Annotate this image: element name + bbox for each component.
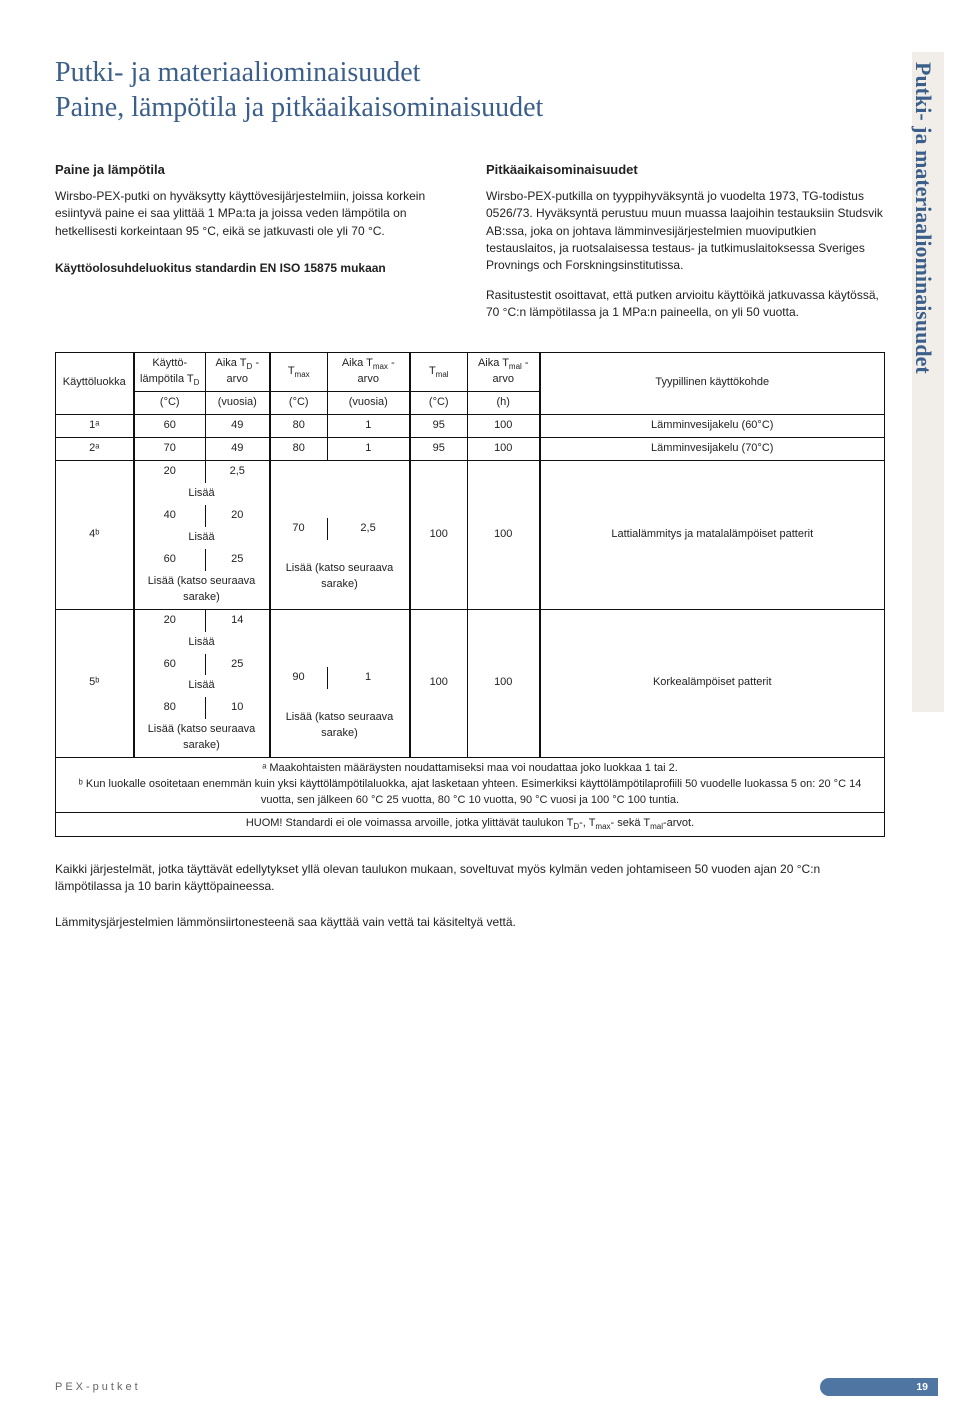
huom-row: HUOM! Standardi ei ole voimassa arvoille… [56, 813, 885, 837]
title-line-1: Putki- ja materiaaliominaisuudet [55, 57, 420, 88]
table-head: Käyttöluokka Käyttö-lämpötila TD Aika TD… [56, 352, 885, 415]
right-heading: Pitkäaikaisominaisuudet [486, 161, 883, 180]
classification-table: Käyttöluokka Käyttö-lämpötila TD Aika TD… [55, 352, 885, 837]
col-left: Paine ja lämpötila Wirsbo-PEX-putki on h… [55, 161, 452, 334]
footnote-row: ᵃ Maakohtaisten määräysten noudattamisek… [56, 758, 885, 813]
u3: (°C) [270, 392, 328, 415]
u2: (vuosia) [206, 392, 270, 415]
th-td-time: Aika TD -arvo [206, 352, 270, 392]
u6: (h) [468, 392, 540, 415]
left-heading: Paine ja lämpötila [55, 161, 452, 180]
left-p1: Wirsbo-PEX-putki on hyväksytty käyttöves… [55, 188, 452, 240]
body-columns: Paine ja lämpötila Wirsbo-PEX-putki on h… [55, 161, 905, 334]
table-row: 1ᵃ 60 49 80 1 95 100 Lämminvesijakelu (6… [56, 415, 885, 438]
th-use: Tyypillinen käyttökohde [540, 352, 885, 415]
huom-label: HUOM! [246, 817, 283, 829]
nested-4b: 702,5 Lisää (katso seuraava sarake) [271, 473, 409, 596]
footer: PEX-putket 19 [55, 1378, 938, 1396]
huom-text: Standardi ei ole voimassa arvoille, jotk… [283, 817, 574, 829]
th-tmal-time: Aika Tmal -arvo [468, 352, 540, 392]
table-row: 4ᵇ 202,5 Lisää 4020 Lisää 6025 Lisää (ka… [56, 461, 885, 610]
below-p1: Kaikki järjestelmät, jotka täyttävät ede… [55, 861, 885, 896]
page-title: Putki- ja materiaaliominaisuudet Paine, … [55, 55, 905, 125]
u4: (vuosia) [328, 392, 410, 415]
table-row: 5ᵇ 2014 Lisää 6025 Lisää 8010 Lisää (kat… [56, 609, 885, 758]
nested-5: 2014 Lisää 6025 Lisää 8010 Lisää (katso … [135, 610, 269, 758]
col-right: Pitkäaikaisominaisuudet Wirsbo-PEX-putki… [486, 161, 905, 334]
footnote-a: ᵃ Maakohtaisten määräysten noudattamisek… [262, 762, 678, 774]
table-row: 2ᵃ 70 49 80 1 95 100 Lämminvesijakelu (7… [56, 438, 885, 461]
side-tab-text: Putki- ja materiaaliominaisuudet [907, 62, 939, 374]
title-line-2: Paine, lämpötila ja pitkäaikaisominaisuu… [55, 92, 543, 123]
th-class: Käyttöluokka [56, 352, 134, 415]
page-number-badge: 19 [820, 1378, 938, 1396]
nested-4: 202,5 Lisää 4020 Lisää 6025 Lisää (katso… [135, 461, 269, 609]
footer-left: PEX-putket [55, 1380, 141, 1396]
th-tmax-time: Aika Tmax -arvo [328, 352, 410, 392]
below-text: Kaikki järjestelmät, jotka täyttävät ede… [55, 861, 885, 931]
right-p2: Rasitustestit osoittavat, että putken ar… [486, 287, 883, 322]
th-tmax: Tmax [270, 352, 328, 392]
right-p1: Wirsbo-PEX-putkilla on tyyppihyväksyntä … [486, 188, 883, 275]
th-tmal: Tmal [410, 352, 468, 392]
th-td: Käyttö-lämpötila TD [134, 352, 206, 392]
u1: (°C) [134, 392, 206, 415]
table-caption: Käyttöolosuhdeluokitus standardin EN ISO… [55, 260, 452, 277]
nested-5b: 901 Lisää (katso seuraava sarake) [271, 622, 409, 745]
side-tab: Putki- ja materiaaliominaisuudet [912, 52, 944, 712]
footnote-b: ᵇ Kun luokalle osoitetaan enemmän kuin y… [79, 778, 862, 806]
below-p2: Lämmitysjärjestelmien lämmönsiirtonestee… [55, 914, 885, 931]
u5: (°C) [410, 392, 468, 415]
